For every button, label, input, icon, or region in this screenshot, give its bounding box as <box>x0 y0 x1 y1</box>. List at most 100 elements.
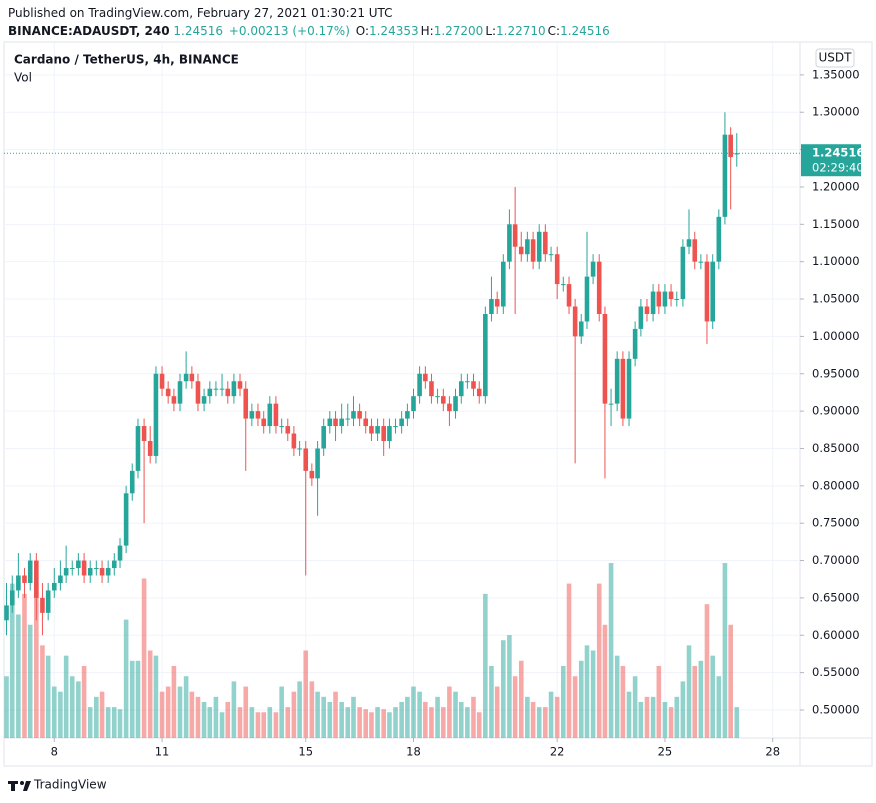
candle-body <box>243 388 249 419</box>
x-tick-label: 8 <box>51 745 58 759</box>
volume-bar <box>447 686 452 738</box>
volume-bar <box>9 583 15 738</box>
candle-body <box>45 590 51 613</box>
volume-bar <box>291 691 297 738</box>
volume-bar <box>58 691 63 738</box>
volume-bar <box>213 696 219 738</box>
volume-bar <box>201 701 207 738</box>
candle-body <box>680 246 686 300</box>
candle-body <box>58 575 63 583</box>
candle-body <box>285 426 291 434</box>
volume-bar <box>231 681 237 738</box>
volume-bar <box>662 701 668 738</box>
volume-bar <box>716 676 722 738</box>
candle-body <box>716 216 722 262</box>
volume-bar <box>429 707 434 738</box>
ohlc: O:1.24353 H:1.27200 L:1.22710 C:1.24516 <box>356 24 612 38</box>
volume-bar <box>518 660 524 738</box>
candle-body <box>255 411 261 419</box>
frame <box>3 41 873 767</box>
volume-bar <box>525 696 530 738</box>
y-tick-label: 0.85000 <box>812 441 860 455</box>
candle-body <box>489 299 494 314</box>
candle-body <box>387 426 392 441</box>
candle-body <box>476 388 482 397</box>
volume-bar <box>734 707 740 738</box>
ohlc-value: 1.24353 <box>368 24 419 38</box>
volume-bar <box>441 707 446 738</box>
grid <box>4 42 800 738</box>
y-tick-label: 0.75000 <box>812 516 860 530</box>
volume-bar <box>183 676 189 738</box>
volume-bar <box>129 660 135 738</box>
candle-body <box>518 246 524 255</box>
candle-body <box>357 411 362 419</box>
volume-bar <box>357 707 362 738</box>
candle-body <box>704 261 710 322</box>
candle-body <box>189 373 195 382</box>
candle-body <box>339 418 344 427</box>
volume-bar <box>476 712 482 738</box>
volume-bar <box>297 681 302 738</box>
volume-bar <box>650 696 656 738</box>
volume-bar <box>351 696 356 738</box>
candle-body <box>297 448 302 450</box>
logo-icon-b <box>23 781 31 791</box>
volume-bar <box>69 676 75 738</box>
currency-button[interactable] <box>815 48 855 68</box>
candle-body <box>590 261 596 277</box>
y-tick-label: 0.80000 <box>812 478 860 492</box>
candle-body <box>614 358 620 404</box>
candle-body <box>584 276 590 322</box>
candle-body <box>195 381 201 404</box>
volume-bar <box>710 655 716 738</box>
volume-bar <box>267 707 273 738</box>
candle-body <box>500 261 506 307</box>
candle-body <box>219 388 225 390</box>
currency[interactable]: USDT <box>819 51 853 65</box>
candle-body <box>267 403 273 427</box>
candle-body <box>81 560 87 576</box>
y-tick-label: 1.10000 <box>812 254 860 268</box>
volume-bar <box>596 583 602 738</box>
volume-bar <box>76 681 81 738</box>
candle-body <box>34 560 39 598</box>
candle-body <box>626 358 632 419</box>
volume-bar <box>704 604 710 738</box>
candle-body <box>608 403 614 405</box>
volume-bar <box>375 707 380 738</box>
volume-bar <box>530 701 536 738</box>
candle-body <box>536 231 542 262</box>
candle-body <box>453 396 458 412</box>
volume-bar <box>584 645 590 738</box>
ohlc-value: 1.27200 <box>433 24 484 38</box>
volume-bar <box>668 707 674 738</box>
candle-body <box>566 284 572 307</box>
volume-bar <box>81 665 87 738</box>
candle-body <box>9 590 15 606</box>
candle-body <box>201 396 207 404</box>
candle-body <box>620 358 626 419</box>
candle-body <box>87 568 93 576</box>
candle-body <box>435 396 440 398</box>
axes: 0.50000 0.55000 0.60000 0.65000 0.70000 0.750… <box>51 67 865 758</box>
candle-body <box>273 403 279 427</box>
volume-bar <box>512 676 518 738</box>
volume-bar <box>207 707 213 738</box>
y-tick-label: 0.90000 <box>812 404 860 418</box>
volume-bar <box>225 701 231 738</box>
candle-body <box>632 328 638 359</box>
candle-body <box>135 426 141 471</box>
volume-bar <box>243 686 249 738</box>
volume-bar <box>315 691 320 738</box>
ohlc-value: 1.24516 <box>560 24 610 38</box>
candle-body <box>345 418 351 420</box>
candle-body <box>417 373 422 397</box>
candle-body <box>507 224 512 262</box>
publish-line: Published on TradingView.com, February 2… <box>8 6 393 20</box>
candle-body <box>351 411 356 419</box>
candle-body <box>369 426 374 434</box>
volume-bar <box>135 660 141 738</box>
candle-body <box>213 388 219 390</box>
candle-body <box>530 239 536 262</box>
